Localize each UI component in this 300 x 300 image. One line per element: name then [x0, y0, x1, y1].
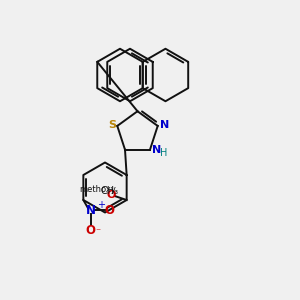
Text: methoxy: methoxy: [80, 185, 116, 194]
Text: O: O: [86, 224, 96, 236]
Text: H: H: [160, 148, 167, 158]
Text: N: N: [86, 203, 96, 217]
Text: N: N: [160, 120, 169, 130]
Text: +: +: [97, 200, 105, 210]
Text: CH₃: CH₃: [100, 186, 118, 196]
Text: O: O: [107, 190, 116, 200]
Text: S: S: [108, 120, 116, 130]
Text: O: O: [105, 203, 115, 217]
Text: N: N: [152, 145, 162, 155]
Text: ⁻: ⁻: [96, 227, 101, 238]
